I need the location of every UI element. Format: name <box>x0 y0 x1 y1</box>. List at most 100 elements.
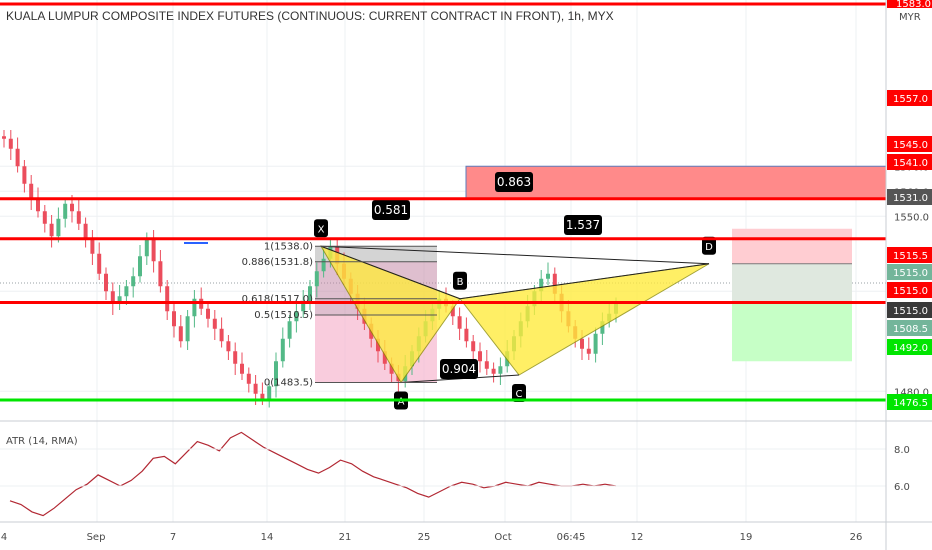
candle-body <box>144 238 149 257</box>
candle-body <box>586 348 591 354</box>
time-tick: 7 <box>170 532 176 543</box>
price-badge <box>887 154 932 170</box>
time-tick: 14 <box>261 532 274 543</box>
candle-body <box>274 361 278 387</box>
candle-body <box>294 311 299 322</box>
candle-body <box>484 361 489 369</box>
chart-title: KUALA LUMPUR COMPOSITE INDEX FUTURES (CO… <box>6 9 614 23</box>
time-tick: Oct <box>494 532 511 543</box>
candle-body <box>546 273 550 279</box>
price-badge-label: 1476.5 <box>893 398 928 409</box>
candle-body <box>600 321 605 334</box>
candle-body <box>240 363 244 374</box>
ratio-label: 1.537 <box>566 218 600 232</box>
fib-level-label: 0.5(1510.5) <box>254 310 313 321</box>
fib-level-label: 0.886(1531.8) <box>242 257 314 268</box>
point-label-x: X <box>318 224 325 235</box>
pattern-triangle-bcd[interactable] <box>459 263 710 376</box>
candle-body <box>233 351 238 364</box>
candle-body <box>178 326 183 342</box>
candle-body <box>15 148 20 167</box>
candle-body <box>226 341 231 352</box>
candle-body <box>260 393 265 399</box>
candle-body <box>301 301 306 312</box>
candle-body <box>471 341 476 352</box>
candle-body <box>457 316 462 329</box>
price-badge-label: 1531.0 <box>893 193 928 204</box>
candle-body <box>593 333 598 354</box>
point-badge-x[interactable] <box>314 219 328 238</box>
ratio-label: 0.581 <box>374 203 408 217</box>
candle-body <box>2 136 6 139</box>
candle-body <box>76 211 81 224</box>
candle-body <box>389 363 394 374</box>
candle-body <box>42 211 47 224</box>
candle-body <box>580 338 584 349</box>
price-badge <box>887 247 932 263</box>
ratio-box[interactable] <box>440 359 478 379</box>
candle-body <box>56 218 61 237</box>
ratio-label: 0.904 <box>442 362 476 376</box>
time-tick: 06:45 <box>557 532 586 543</box>
atr-label: ATR (14, RMA) <box>6 436 78 447</box>
point-label-d: D <box>705 242 713 253</box>
point-badge-b[interactable] <box>453 271 467 290</box>
ratio-box[interactable] <box>495 172 533 192</box>
levels[interactable] <box>0 2 886 402</box>
price-badge <box>887 320 932 336</box>
candle-body <box>287 321 292 339</box>
time-tick: Sep <box>87 532 106 543</box>
time-tick: 25 <box>418 532 431 543</box>
candle-body <box>192 298 197 317</box>
price-badge <box>887 189 932 205</box>
candle-body <box>97 253 102 274</box>
point-badge-c[interactable] <box>512 384 526 402</box>
price-badge-top-label: 1583.0 <box>896 0 931 10</box>
price-badge-label: 1515.0 <box>893 268 928 279</box>
candle-body <box>172 311 176 327</box>
candle-body <box>70 203 74 212</box>
candle-body <box>246 373 251 384</box>
price-badge <box>887 282 932 298</box>
target-zone-upper <box>732 263 852 303</box>
time-tick: 12 <box>631 532 644 543</box>
candle-body <box>498 366 503 374</box>
ratio-box[interactable] <box>564 215 602 235</box>
price-tick: 1550.0 <box>894 212 929 223</box>
candle-body <box>464 328 469 342</box>
pattern-line-xb <box>320 245 461 300</box>
price-badge-label: 1515.0 <box>893 286 928 297</box>
price-badge-label: 1545.0 <box>893 140 928 151</box>
candle-body <box>253 383 258 394</box>
time-tick: 19 <box>740 532 753 543</box>
zones <box>315 165 887 383</box>
currency-label: MYR <box>899 12 921 23</box>
price-badge-label: 1557.0 <box>893 94 928 105</box>
candle-body <box>478 351 482 362</box>
price-badge-label: 1541.0 <box>893 158 928 169</box>
harmonic-pattern[interactable]: 1(1538.0) 0.886(1531.8) 0.618(1517.0) 0.5(1… <box>242 172 716 410</box>
price-badge-label: 1515.5 <box>893 251 928 262</box>
candle-body <box>491 368 496 374</box>
candle-body <box>267 386 272 399</box>
candle-body <box>83 223 88 239</box>
time-tick: 4 <box>1 532 7 543</box>
candle-body <box>158 261 163 287</box>
candle-body <box>165 286 170 312</box>
point-badge-d[interactable] <box>702 236 716 255</box>
ratio-box[interactable] <box>372 200 410 220</box>
pattern-line-bd <box>459 263 710 300</box>
price-badge-label: 1492.0 <box>893 343 928 354</box>
price-badge <box>887 264 932 280</box>
point-label-b: B <box>457 277 464 288</box>
price-badge <box>887 339 932 355</box>
resistance-zone[interactable] <box>465 165 887 200</box>
candle-body <box>552 273 557 294</box>
candle-body <box>49 223 54 237</box>
fib-level-label: 0(1483.5) <box>264 378 313 389</box>
candle-body <box>117 296 122 304</box>
candle-body <box>185 316 190 342</box>
